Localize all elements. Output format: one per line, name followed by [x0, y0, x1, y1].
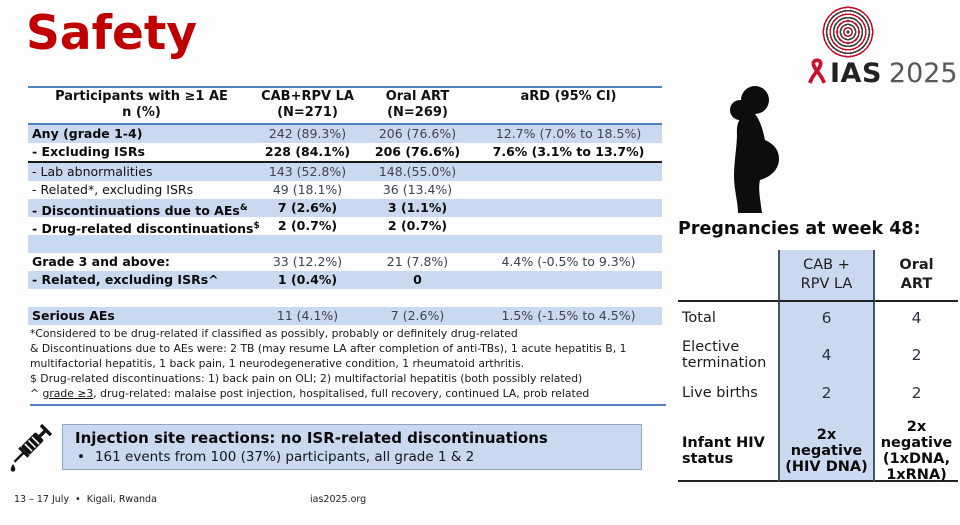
row-label: - Drug-related discontinuations$: [32, 221, 260, 237]
row-label: - Lab abnormalities: [32, 164, 153, 179]
table-row: Any (grade 1-4) 242 (89.3%) 206 (76.6%) …: [28, 125, 662, 143]
ard-value: [475, 163, 662, 181]
ard-value: 4.4% (-0.5% to 9.3%): [501, 254, 636, 269]
cab-value: 2 (0.7%): [277, 218, 338, 233]
oral-value: 148.(55.0%): [378, 164, 457, 179]
cab-value: 242 (89.3%): [268, 126, 347, 141]
table-row: - Related, excluding ISRs^ 1 (0.4%) 0: [28, 271, 662, 289]
cab-value: 49 (18.1%): [272, 182, 343, 197]
ard-value: [475, 181, 662, 199]
oral-value: 3 (1.1%): [387, 200, 448, 215]
preg-oral-value: 2: [911, 346, 922, 364]
table-row: - Excluding ISRs 228 (84.1%) 206 (76.6%)…: [28, 143, 662, 163]
cab-value: 7 (2.6%): [277, 200, 338, 215]
footnote-2: & Discontinuations due to AEs were: 2 TB…: [30, 342, 627, 370]
oral-value: 0: [413, 272, 422, 287]
footnote-4: ^ grade ≥3, drug-related: malaise post i…: [30, 387, 590, 400]
row-label: Serious AEs: [32, 308, 115, 323]
oral-value: 206 (76.6%): [378, 126, 457, 141]
ias-spiral-logo-icon: [822, 6, 874, 58]
ard-value: 1.5% (-1.5% to 4.5%): [501, 308, 636, 323]
ard-value: [475, 217, 662, 238]
footnotes: *Considered to be drug-related if classi…: [30, 326, 666, 406]
pregnancies-heading: Pregnancies at week 48:: [678, 219, 921, 239]
footer-date-location: 13 – 17 July • Kigali, Rwanda: [14, 494, 157, 505]
table-row: Grade 3 and above: 33 (12.2%) 21 (7.8%) …: [28, 253, 662, 271]
syringe-icon: [4, 422, 60, 482]
preg-header-empty: [678, 250, 778, 302]
page-title: Safety: [26, 6, 197, 61]
ias-logo-year: 2025: [888, 57, 958, 89]
preg-spacer: [778, 410, 875, 422]
cab-value: 228 (84.1%): [264, 144, 351, 159]
preg-spacer: [678, 410, 778, 422]
table-row: - Drug-related discontinuations$ 2 (0.7%…: [28, 217, 662, 238]
preg-cab-value: 2x negative (HIV DNA): [778, 422, 875, 482]
footnote-1: *Considered to be drug-related if classi…: [30, 327, 518, 340]
footnote-marker: $: [253, 221, 260, 231]
cab-value: 33 (12.2%): [272, 254, 343, 269]
table-row: - Related*, excluding ISRs 49 (18.1%) 36…: [28, 181, 662, 199]
ard-value: 7.6% (3.1% to 13.7%): [492, 144, 645, 159]
isr-box: Injection site reactions: no ISR-related…: [62, 424, 642, 470]
ias-logo-text: IAS: [830, 57, 882, 89]
oral-value: 2 (0.7%): [387, 218, 448, 233]
ae-table: Participants with ≥1 AE n (%) CAB+RPV LA…: [28, 86, 662, 325]
row-label: - Discontinuations due to AEs&: [32, 203, 248, 219]
preg-oral-value: 4: [911, 309, 922, 327]
preg-cab-value: 4: [778, 334, 875, 376]
red-ribbon-icon: [806, 56, 828, 90]
preg-header-oral: Oral ART: [875, 250, 958, 302]
ard-value: 12.7% (7.0% to 18.5%): [495, 126, 642, 141]
preg-oral-value: 2x negative (1xDNA, 1xRNA): [875, 419, 958, 483]
footnote-3: $ Drug-related discontinuations: 1) back…: [30, 372, 583, 385]
col-header-oral: Oral ART (N=269): [385, 89, 450, 120]
row-label: - Excluding ISRs: [32, 144, 145, 159]
oral-value: 21 (7.8%): [386, 254, 449, 269]
col-header-ard: aRD (95% CI): [520, 89, 617, 104]
ae-table-header: Participants with ≥1 AE n (%) CAB+RPV LA…: [28, 86, 662, 125]
bullet-glyph: •: [77, 449, 85, 465]
table-row: - Discontinuations due to AEs& 7 (2.6%) …: [28, 199, 662, 219]
col-header-participants: Participants with ≥1 AE n (%): [55, 89, 228, 120]
footer-separator: •: [75, 494, 81, 505]
preg-cab-value: 2: [778, 376, 875, 410]
col-header-cab: CAB+RPV LA (N=271): [261, 89, 354, 120]
pregnancy-table: CAB + RPV LA Oral ART Total 6 4 Elective…: [678, 250, 958, 483]
preg-oral-value: 2: [911, 384, 922, 402]
spacer-row: [28, 235, 662, 253]
cab-value: 11 (4.1%): [276, 308, 339, 323]
preg-row-label: Elective termination: [682, 339, 767, 371]
row-label: Grade 3 and above:: [32, 254, 170, 269]
spacer-row: [28, 289, 662, 307]
cab-value: 1 (0.4%): [277, 272, 338, 287]
oral-value: 36 (13.4%): [382, 182, 453, 197]
isr-title: Injection site reactions: no ISR-related…: [75, 429, 548, 447]
preg-header-cab: CAB + RPV LA: [778, 250, 875, 302]
oral-value: 206 (76.6%): [374, 144, 461, 159]
row-label: Any (grade 1-4): [32, 126, 143, 141]
row-label: - Related, excluding ISRs^: [32, 272, 219, 287]
isr-bullet: • 161 events from 100 (37%) participants,…: [77, 449, 475, 465]
footer-website: ias2025.org: [310, 494, 367, 505]
preg-row-label: Live births: [682, 385, 758, 401]
table-row: Serious AEs 11 (4.1%) 7 (2.6%) 1.5% (-1.…: [28, 307, 662, 325]
preg-cab-value: 6: [778, 302, 875, 334]
cab-value: 143 (52.8%): [268, 164, 347, 179]
preg-row-label: Infant HIV status: [678, 422, 778, 482]
oral-value: 7 (2.6%): [390, 308, 445, 323]
table-row: - Lab abnormalities 143 (52.8%) 148.(55.…: [28, 163, 662, 181]
ard-value: [475, 271, 662, 289]
row-label: - Related*, excluding ISRs: [32, 182, 194, 197]
ias-logo: IAS 2025: [806, 56, 958, 90]
preg-row-label: Total: [682, 310, 716, 326]
footnote-marker: &: [239, 203, 248, 213]
pregnant-woman-silhouette-icon: [700, 84, 800, 218]
